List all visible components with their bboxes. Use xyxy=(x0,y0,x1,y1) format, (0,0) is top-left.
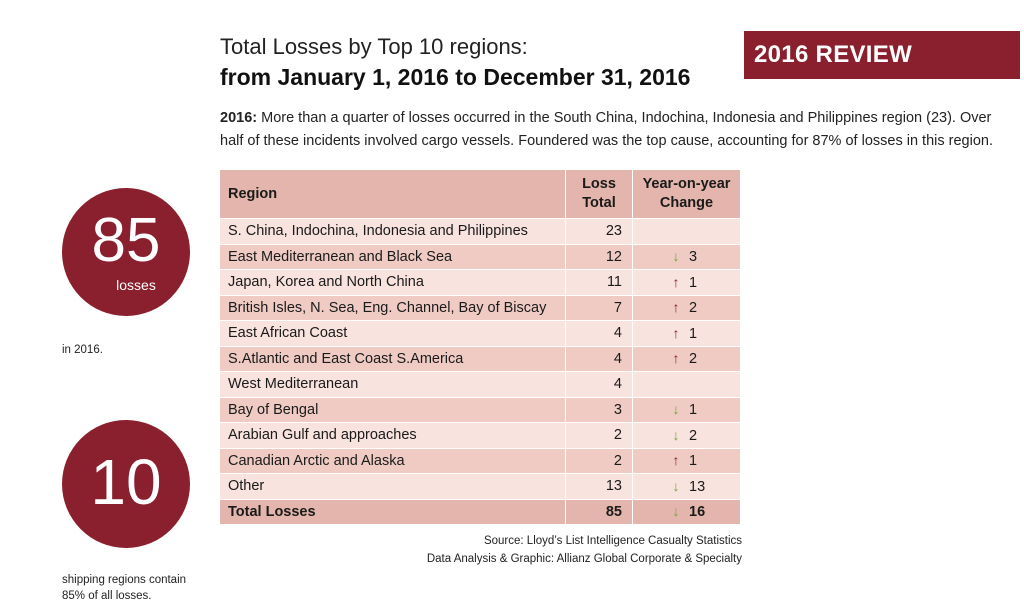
row-yoy-value: 16 xyxy=(689,504,706,521)
row-yoy-value: 1 xyxy=(689,325,698,342)
row-region: Other xyxy=(220,473,566,500)
row-loss-total: 4 xyxy=(565,371,633,398)
row-yoy-change: ↓ 16 xyxy=(632,499,741,525)
row-loss-total: 2 xyxy=(565,448,633,474)
row-region: Arabian Gulf and approaches xyxy=(220,422,566,449)
table-row: East African Coast 4 ↑ 1 xyxy=(220,320,741,347)
row-loss-total: 4 xyxy=(565,346,633,372)
row-loss-total: 3 xyxy=(565,397,633,423)
row-region: East African Coast xyxy=(220,320,566,347)
row-region: S.Atlantic and East Coast S.America xyxy=(220,346,566,372)
losses-stat-circle: 85 losses xyxy=(62,188,190,316)
page-title: Total Losses by Top 10 regions: xyxy=(220,34,528,59)
table-row: S. China, Indochina, Indonesia and Phili… xyxy=(220,218,741,245)
page-subtitle: from January 1, 2016 to December 31, 201… xyxy=(220,64,691,90)
source-note: Source: Lloyd’s List Intelligence Casual… xyxy=(427,532,742,568)
table-row: Bay of Bengal 3 ↓ 1 xyxy=(220,397,741,423)
row-yoy-change: ↑ 2 xyxy=(632,295,741,321)
losses-stat-caption: in 2016. xyxy=(62,344,103,356)
review-badge: 2016 REVIEW xyxy=(744,31,1020,79)
intro-lead: 2016: xyxy=(220,110,258,126)
row-loss-total: 12 xyxy=(565,244,633,270)
row-region: Japan, Korea and North China xyxy=(220,269,566,296)
row-yoy-change xyxy=(632,371,741,398)
intro-text: More than a quarter of losses occurred i… xyxy=(220,110,993,149)
row-yoy-value: 1 xyxy=(689,274,698,291)
losses-stat-number: 85 xyxy=(91,206,161,275)
row-region: S. China, Indochina, Indonesia and Phili… xyxy=(220,218,566,245)
table-total-row: Total Losses 85 ↓ 16 xyxy=(220,499,741,525)
arrow-up-icon: ↑ xyxy=(672,299,680,316)
regions-stat-caption: shipping regions contain 85% of all loss… xyxy=(62,574,187,602)
row-yoy-change: ↓ 1 xyxy=(632,397,741,423)
row-yoy-change xyxy=(632,218,741,245)
arrow-up-icon: ↑ xyxy=(672,324,680,341)
header-yoy-change: Year-on-year Change xyxy=(632,170,741,219)
table-row: Japan, Korea and North China 11 ↑ 1 xyxy=(220,269,741,296)
row-region: Canadian Arctic and Alaska xyxy=(220,448,566,474)
arrow-up-icon: ↑ xyxy=(672,273,680,290)
table-row: British Isles, N. Sea, Eng. Channel, Bay… xyxy=(220,295,741,321)
row-region: Bay of Bengal xyxy=(220,397,566,423)
arrow-down-icon: ↓ xyxy=(672,426,680,443)
table-row: West Mediterranean 4 xyxy=(220,371,741,398)
row-yoy-change: ↓ 3 xyxy=(632,244,741,270)
losses-table: Region Loss Total Year-on-year Change S.… xyxy=(220,170,741,525)
row-loss-total: 85 xyxy=(565,499,633,525)
row-region: West Mediterranean xyxy=(220,371,566,398)
regions-stat-number: 10 xyxy=(90,446,162,518)
row-loss-total: 4 xyxy=(565,320,633,347)
credit-line: Data Analysis & Graphic: Allianz Global … xyxy=(426,553,742,565)
losses-stat-unit: losses xyxy=(116,277,156,293)
table-header-row: Region Loss Total Year-on-year Change xyxy=(220,170,741,219)
arrow-down-icon: ↓ xyxy=(672,503,680,520)
table-row: Other 13 ↓ 13 xyxy=(220,473,741,500)
row-region: Total Losses xyxy=(220,499,566,525)
table-row: S.Atlantic and East Coast S.America 4 ↑ 2 xyxy=(220,346,741,372)
row-yoy-change: ↑ 1 xyxy=(632,269,741,296)
row-yoy-value: 2 xyxy=(689,427,698,444)
row-yoy-value: 13 xyxy=(689,478,706,495)
header-region: Region xyxy=(220,170,566,219)
intro-paragraph: 2016: More than a quarter of losses occu… xyxy=(220,107,1010,153)
row-loss-total: 11 xyxy=(565,269,633,296)
row-yoy-value: 2 xyxy=(689,351,698,368)
table-body: S. China, Indochina, Indonesia and Phili… xyxy=(220,218,741,525)
row-region: British Isles, N. Sea, Eng. Channel, Bay… xyxy=(220,295,566,321)
row-yoy-change: ↑ 1 xyxy=(632,320,741,347)
arrow-down-icon: ↓ xyxy=(672,477,680,494)
row-yoy-change: ↑ 1 xyxy=(632,448,741,474)
regions-stat-circle: 10 xyxy=(62,420,190,548)
table-row: Canadian Arctic and Alaska 2 ↑ 1 xyxy=(220,448,741,474)
row-yoy-value: 1 xyxy=(689,453,698,470)
table-row: Arabian Gulf and approaches 2 ↓ 2 xyxy=(220,422,741,449)
row-yoy-change: ↓ 13 xyxy=(632,473,741,500)
arrow-down-icon: ↓ xyxy=(672,248,680,265)
row-loss-total: 2 xyxy=(565,422,633,449)
arrow-down-icon: ↓ xyxy=(672,401,680,418)
header-loss-total: Loss Total xyxy=(565,170,633,219)
row-loss-total: 13 xyxy=(565,473,633,500)
row-yoy-change: ↓ 2 xyxy=(632,422,741,449)
row-region: East Mediterranean and Black Sea xyxy=(220,244,566,270)
row-yoy-change: ↑ 2 xyxy=(632,346,741,372)
row-loss-total: 7 xyxy=(565,295,633,321)
arrow-up-icon: ↑ xyxy=(672,452,680,469)
row-yoy-value: 1 xyxy=(689,402,698,419)
arrow-up-icon: ↑ xyxy=(672,350,680,367)
row-yoy-value: 2 xyxy=(689,300,698,317)
table-row: East Mediterranean and Black Sea 12 ↓ 3 xyxy=(220,244,741,270)
row-yoy-value: 3 xyxy=(689,249,698,266)
source-line: Source: Lloyd’s List Intelligence Casual… xyxy=(483,535,742,547)
row-loss-total: 23 xyxy=(565,218,633,245)
